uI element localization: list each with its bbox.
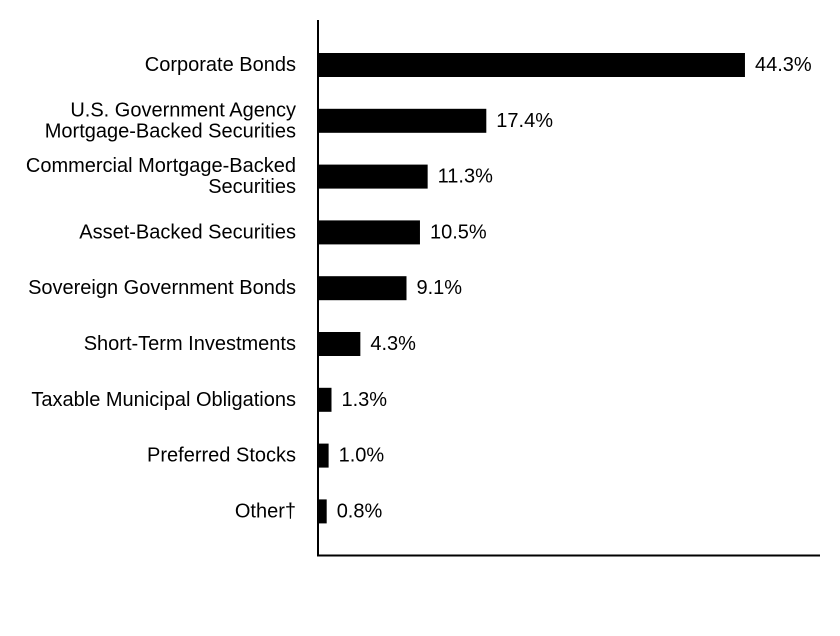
- category-label: Corporate Bonds: [145, 54, 296, 76]
- category-label: Short-Term Investments: [84, 333, 296, 355]
- category-label: Taxable Municipal Obligations: [31, 389, 296, 411]
- bar: [319, 53, 745, 77]
- value-label: 9.1%: [417, 277, 463, 299]
- value-label: 4.3%: [370, 333, 416, 355]
- bar: [319, 332, 361, 356]
- bar: [319, 387, 332, 412]
- category-label: Commercial Mortgage-Backed: [26, 155, 296, 177]
- labels-layer: 44.3% Corporate Bonds 17.4% U.S. Government…: [26, 54, 812, 522]
- category-label: U.S. Government Agency: [70, 99, 296, 121]
- value-label: 1.0%: [339, 445, 385, 467]
- category-label: Mortgage-Backed Securities: [45, 120, 296, 142]
- bar: [319, 443, 329, 468]
- bar: [319, 164, 428, 189]
- bar: [319, 499, 327, 524]
- bars-layer: [319, 53, 745, 524]
- value-label: 17.4%: [496, 110, 553, 132]
- category-label: Preferred Stocks: [147, 445, 296, 467]
- bar: [319, 276, 407, 301]
- category-label: Securities: [208, 176, 296, 198]
- value-label: 44.3%: [755, 54, 812, 76]
- category-label: Sovereign Government Bonds: [28, 277, 296, 299]
- category-label: Other†: [235, 500, 296, 522]
- value-label: 10.5%: [430, 221, 487, 243]
- value-label: 11.3%: [438, 166, 493, 188]
- value-label: 0.8%: [337, 500, 383, 522]
- value-label: 1.3%: [342, 389, 388, 411]
- bar: [319, 108, 487, 133]
- category-label: Asset-Backed Securities: [79, 221, 296, 243]
- bar: [319, 220, 420, 245]
